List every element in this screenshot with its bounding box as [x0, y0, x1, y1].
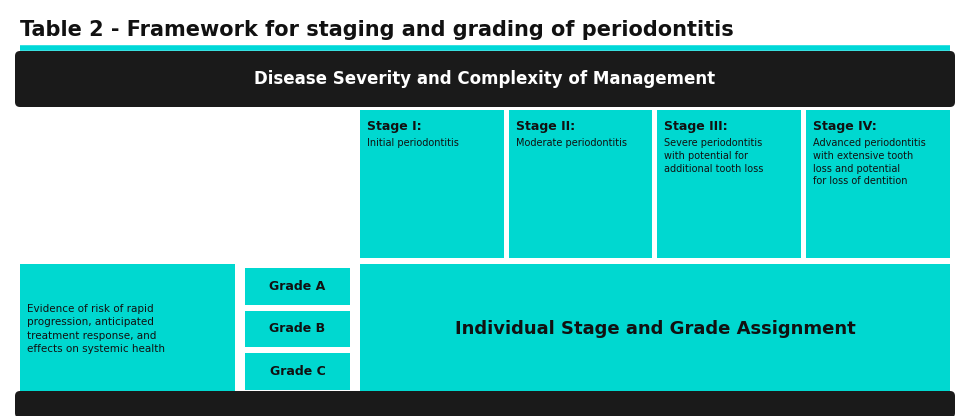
- Bar: [245, 311, 350, 347]
- Text: Moderate periodontitis: Moderate periodontitis: [516, 138, 626, 148]
- FancyBboxPatch shape: [15, 391, 954, 416]
- Text: Disease Severity and Complexity of Management: Disease Severity and Complexity of Manag…: [254, 70, 715, 88]
- Text: Advanced periodontitis
with extensive tooth
loss and potential
for loss of denti: Advanced periodontitis with extensive to…: [812, 138, 925, 186]
- Bar: [805, 110, 949, 258]
- Text: Initial periodontitis: Initial periodontitis: [366, 138, 458, 148]
- Bar: [245, 353, 350, 390]
- Bar: [20, 264, 234, 394]
- Bar: [359, 264, 949, 394]
- Text: Stage IV:: Stage IV:: [812, 120, 876, 133]
- Text: Grade B: Grade B: [269, 322, 326, 335]
- Text: Stage I:: Stage I:: [366, 120, 422, 133]
- Text: Severe periodontitis
with potential for
additional tooth loss: Severe periodontitis with potential for …: [664, 138, 763, 173]
- Bar: [657, 110, 800, 258]
- FancyBboxPatch shape: [15, 51, 954, 107]
- Text: Table 2 - Framework for staging and grading of periodontitis: Table 2 - Framework for staging and grad…: [20, 20, 733, 40]
- Bar: [359, 110, 503, 258]
- Text: Stage III:: Stage III:: [664, 120, 728, 133]
- Bar: [508, 110, 652, 258]
- Text: Grade A: Grade A: [269, 280, 326, 293]
- Text: Stage II:: Stage II:: [516, 120, 575, 133]
- Text: Evidence of risk of rapid
progression, anticipated
treatment response, and
effec: Evidence of risk of rapid progression, a…: [27, 304, 165, 354]
- Text: Grade C: Grade C: [269, 365, 325, 378]
- Text: Individual Stage and Grade Assignment: Individual Stage and Grade Assignment: [454, 320, 855, 338]
- Bar: [245, 268, 350, 305]
